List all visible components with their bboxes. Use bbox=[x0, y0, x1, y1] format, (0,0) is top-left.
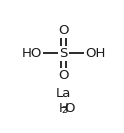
Text: S: S bbox=[59, 47, 68, 60]
Text: O: O bbox=[65, 102, 75, 115]
Text: HO: HO bbox=[22, 47, 42, 60]
Text: 2: 2 bbox=[62, 107, 67, 115]
Text: La: La bbox=[56, 87, 71, 100]
Text: O: O bbox=[58, 69, 69, 82]
Text: H: H bbox=[58, 102, 68, 115]
Text: O: O bbox=[58, 24, 69, 37]
Text: OH: OH bbox=[85, 47, 105, 60]
